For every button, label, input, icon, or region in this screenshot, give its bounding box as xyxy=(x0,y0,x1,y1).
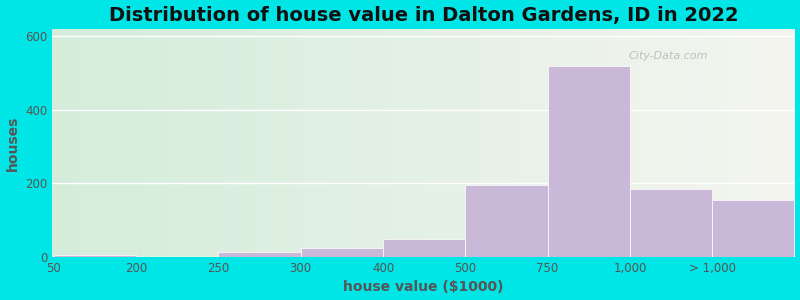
Text: City-Data.com: City-Data.com xyxy=(629,51,708,61)
Bar xyxy=(383,238,466,257)
Bar xyxy=(712,200,794,257)
X-axis label: house value ($1000): house value ($1000) xyxy=(343,280,503,294)
Y-axis label: houses: houses xyxy=(6,115,19,171)
Bar xyxy=(218,251,301,257)
Bar xyxy=(547,66,630,257)
Bar xyxy=(301,248,383,257)
Bar xyxy=(630,189,712,257)
Bar xyxy=(54,255,136,257)
Bar xyxy=(466,185,547,257)
Title: Distribution of house value in Dalton Gardens, ID in 2022: Distribution of house value in Dalton Ga… xyxy=(109,6,738,25)
